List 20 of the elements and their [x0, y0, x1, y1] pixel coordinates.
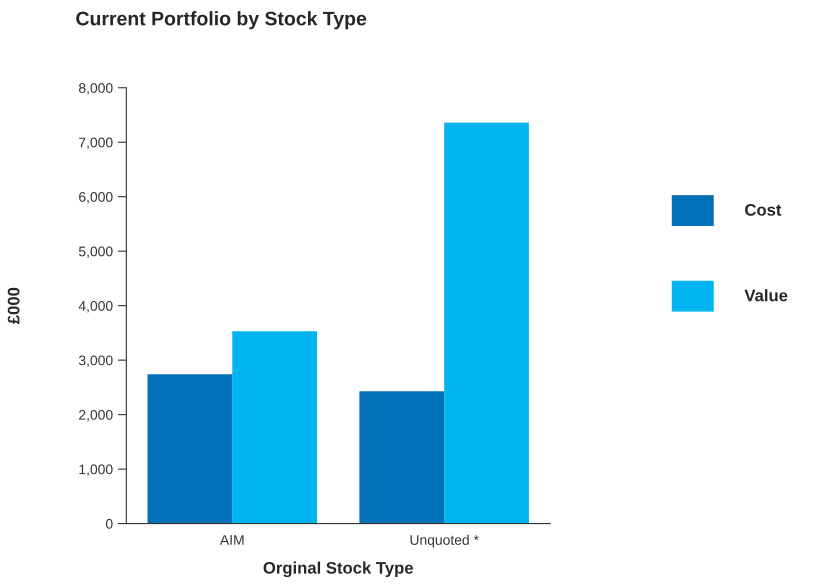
- bar: [148, 374, 232, 524]
- y-tick-label: 4,000: [78, 300, 113, 312]
- bar: [444, 122, 529, 524]
- bar: [232, 331, 318, 524]
- x-axis-title: Orginal Stock Type: [264, 562, 413, 578]
- bar: [359, 391, 444, 524]
- y-tick-label: 6,000: [79, 192, 113, 204]
- y-tick-label: 1,000: [79, 464, 113, 476]
- y-axis-title: £000: [8, 288, 20, 324]
- y-tick-label: 2,000: [79, 410, 113, 422]
- y-tick-label: 8,000: [78, 83, 113, 95]
- chart-title: Current Portfolio by Stock Type: [76, 11, 366, 30]
- y-tick-label: 3,000: [78, 355, 113, 367]
- x-tick-label: AIM: [220, 535, 244, 545]
- legend-label: Value: [744, 289, 788, 302]
- legend-label: Cost: [745, 204, 782, 216]
- y-tick-label: 7,000: [79, 138, 113, 150]
- y-tick-label: 0: [106, 518, 113, 529]
- x-tick-label: Unquoted *: [410, 534, 479, 548]
- y-tick-label: 5,000: [78, 246, 113, 258]
